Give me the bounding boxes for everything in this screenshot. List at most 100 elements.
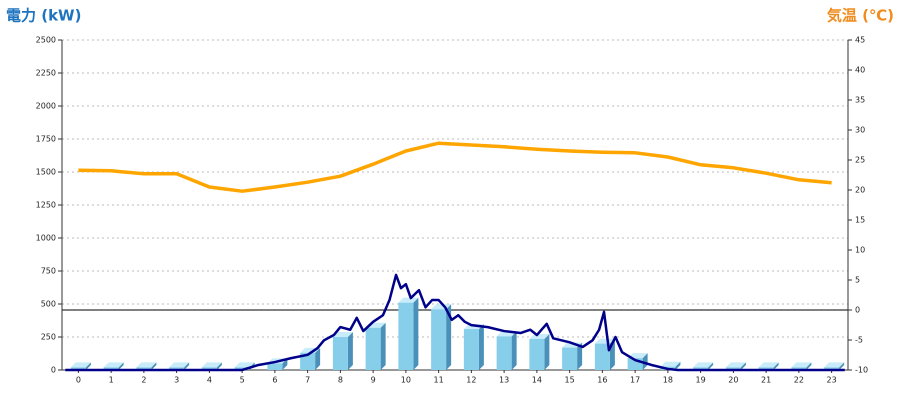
bar-side	[413, 297, 419, 370]
bar	[169, 367, 185, 370]
bar	[693, 367, 709, 370]
x-tick-label: 6	[272, 376, 277, 385]
bar-side	[216, 362, 222, 370]
x-tick-label: 2	[141, 376, 146, 385]
bar-side	[806, 362, 812, 370]
bar-side	[184, 362, 190, 370]
bar-side	[478, 324, 484, 370]
y-tick-label: 0	[51, 366, 56, 375]
y-tick-label: 2000	[36, 102, 56, 111]
bar	[627, 358, 643, 370]
x-tick-label: 21	[761, 376, 771, 385]
y2-tick-label: 0	[855, 306, 860, 315]
bar-side	[282, 358, 288, 370]
bar-top	[758, 362, 779, 368]
bar-top	[594, 338, 615, 344]
x-tick-label: 12	[466, 376, 476, 385]
bar-side	[740, 362, 746, 370]
y-tick-label: 2500	[36, 36, 56, 45]
x-tick-label: 13	[499, 376, 509, 385]
bar	[824, 367, 840, 370]
x-tick-label: 7	[305, 376, 310, 385]
y2-tick-label: -10	[855, 366, 868, 375]
bar	[103, 367, 119, 370]
bar-top	[791, 362, 812, 368]
temperature-line	[78, 141, 832, 193]
bar-side	[380, 322, 386, 370]
bar-side	[642, 353, 648, 370]
y-tick-label: 750	[41, 267, 56, 276]
y2-tick-label: 40	[855, 66, 865, 75]
x-tick-label: 8	[338, 376, 343, 385]
bar	[725, 367, 741, 370]
bar	[398, 302, 414, 370]
x-tick-label: 20	[728, 376, 738, 385]
left-axis-title: 電力 (kW)	[6, 7, 81, 25]
x-tick-label: 19	[696, 376, 706, 385]
bar-side	[85, 362, 91, 370]
y2-tick-label: 10	[855, 246, 865, 255]
y2-tick-label: -5	[855, 336, 863, 345]
bar	[332, 337, 348, 370]
bar-side	[151, 362, 157, 370]
x-tick-label: 22	[794, 376, 804, 385]
bar-top	[70, 362, 91, 368]
x-tick-label: 15	[565, 376, 575, 385]
bar-top	[627, 353, 648, 359]
bar-top	[693, 362, 714, 368]
bar-side	[675, 361, 681, 370]
bar-top	[136, 362, 157, 368]
bar-side	[839, 362, 845, 370]
bar-top	[103, 362, 124, 368]
bar-side	[708, 362, 714, 370]
x-tick-label: 14	[532, 376, 542, 385]
bar	[70, 367, 86, 370]
x-tick-label: 4	[207, 376, 212, 385]
bar-side	[347, 332, 353, 370]
bar	[496, 336, 512, 370]
bar-side	[118, 362, 124, 370]
y-tick-label: 2250	[36, 69, 56, 78]
x-tick-label: 11	[434, 376, 444, 385]
x-tick-label: 9	[371, 376, 376, 385]
x-tick-label: 0	[76, 376, 81, 385]
x-tick-label: 17	[630, 376, 640, 385]
bar	[267, 363, 283, 370]
x-tick-label: 10	[401, 376, 411, 385]
y-tick-label: 1000	[36, 234, 56, 243]
bar	[365, 327, 381, 370]
bar	[463, 329, 479, 370]
y-tick-label: 250	[41, 333, 56, 342]
x-tick-label: 23	[827, 376, 837, 385]
bar-top	[725, 362, 746, 368]
bar-top	[169, 362, 190, 368]
bar-top	[234, 362, 255, 368]
x-tick-label: 5	[240, 376, 245, 385]
bar-top	[332, 332, 353, 337]
y2-tick-label: 45	[855, 36, 865, 45]
y2-tick-label: 35	[855, 96, 865, 105]
y-tick-label: 1750	[36, 135, 56, 144]
y2-tick-label: 15	[855, 216, 865, 225]
bar-side	[446, 304, 452, 370]
y2-tick-label: 30	[855, 126, 865, 135]
bar	[758, 367, 774, 370]
bar-side	[577, 342, 583, 370]
bar	[791, 367, 807, 370]
bar-top	[529, 333, 550, 339]
power-line	[65, 273, 845, 372]
bar-side	[315, 347, 321, 370]
bar-side	[511, 331, 517, 370]
x-tick-label: 3	[174, 376, 179, 385]
bar	[529, 338, 545, 370]
bar	[136, 367, 152, 370]
bar-top	[398, 297, 419, 303]
bar-top	[201, 362, 222, 368]
x-tick-label: 16	[597, 376, 607, 385]
bar-side	[773, 362, 779, 370]
y2-tick-label: 5	[855, 276, 860, 285]
bar	[201, 367, 217, 370]
bar	[562, 347, 578, 370]
